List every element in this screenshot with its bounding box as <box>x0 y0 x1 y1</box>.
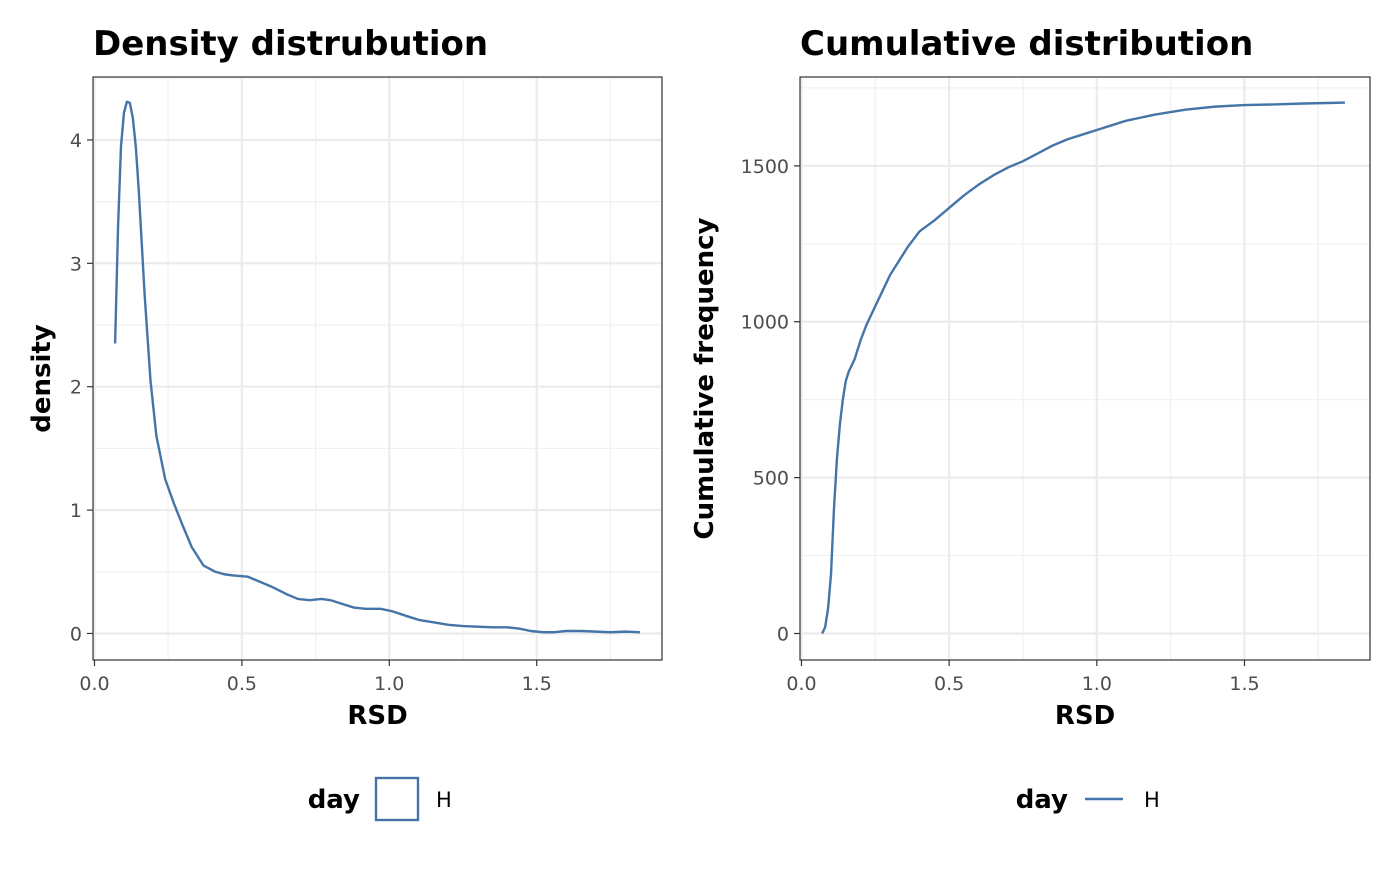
series-line-H <box>821 101 1345 635</box>
y-tick-label: 0 <box>70 623 82 645</box>
y-tick-label: 2 <box>70 377 82 399</box>
plot-border <box>92 76 663 661</box>
chart-title: Cumulative distribution <box>800 24 1253 64</box>
plot-border <box>799 76 1371 661</box>
legend-key-box <box>374 776 420 822</box>
legend-title: day <box>308 785 360 815</box>
plot-background <box>800 77 1370 660</box>
x-axis-title: RSD <box>347 701 407 731</box>
y-tick-label: 3 <box>70 253 82 275</box>
x-axis-title: RSD <box>1055 701 1115 731</box>
legend-label: H <box>1144 788 1160 812</box>
y-tick-label: 1000 <box>741 312 789 334</box>
x-tick-label: 0.5 <box>227 673 257 695</box>
x-tick-label: 0.0 <box>786 673 816 695</box>
x-tick-label: 1.0 <box>374 673 404 695</box>
chart-title: Density distrubution <box>93 24 488 64</box>
x-tick-label: 1.5 <box>522 673 552 695</box>
y-axis-title: Cumulative frequency <box>690 217 720 539</box>
legend: day H <box>1016 785 1160 815</box>
legend-label: H <box>436 788 452 812</box>
density-panel: 0.0 0.5 1.0 1.5 0 1 2 3 4 Density distrubution RSD… <box>27 24 663 822</box>
y-tick-label: 1 <box>70 500 82 522</box>
x-tick-label: 0.5 <box>934 673 964 695</box>
x-tick-label: 1.0 <box>1082 673 1112 695</box>
y-tick-label: 500 <box>753 468 789 490</box>
plot-background <box>93 77 662 660</box>
x-tick-label: 0.0 <box>79 673 109 695</box>
y-tick-label: 4 <box>70 130 82 152</box>
y-tick-label: 0 <box>777 624 789 646</box>
legend-title: day <box>1016 785 1068 815</box>
y-tick-label: 1500 <box>741 156 789 178</box>
legend: day H <box>308 776 452 822</box>
x-tick-label: 1.5 <box>1229 673 1259 695</box>
series-line-H <box>113 100 640 634</box>
cumulative-panel: 0.0 0.5 1.0 1.5 0 500 1000 1500 Cumulative distr… <box>690 24 1371 815</box>
y-axis-title: density <box>27 324 57 433</box>
